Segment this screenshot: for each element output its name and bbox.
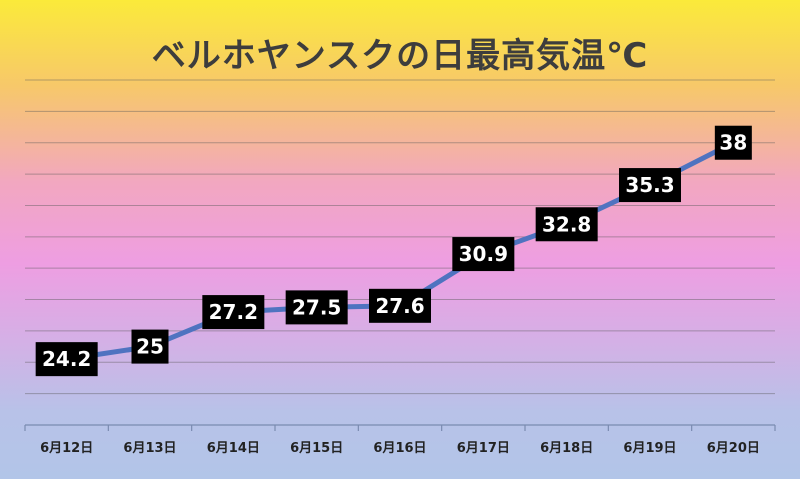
x-tick-label: 6月15日 <box>290 441 343 456</box>
data-label: 24.2 <box>42 347 91 371</box>
data-point: 24.2 <box>35 342 98 377</box>
data-label: 38 <box>719 131 747 155</box>
data-label-box <box>619 168 681 203</box>
data-label: 27.2 <box>209 300 258 324</box>
chart-title: ベルホヤンスクの日最高気温℃ <box>151 36 649 76</box>
data-label-box <box>285 290 348 325</box>
data-label-box <box>535 207 598 242</box>
data-label: 35.3 <box>625 173 674 197</box>
data-point: 30.9 <box>452 237 515 272</box>
data-point: 25 <box>131 329 169 364</box>
data-label: 25 <box>136 335 164 359</box>
x-tick-label: 6月14日 <box>207 441 260 456</box>
data-label-box <box>131 329 169 364</box>
data-point: 27.2 <box>202 295 265 330</box>
data-label: 27.6 <box>375 294 424 318</box>
data-label-box <box>714 125 752 160</box>
data-label: 30.9 <box>459 242 508 266</box>
x-tick-label: 6月18日 <box>540 441 593 456</box>
x-tick-label: 6月13日 <box>123 441 176 456</box>
data-point: 27.6 <box>369 288 431 323</box>
data-label-box <box>202 295 265 330</box>
data-label-box <box>35 342 98 377</box>
data-point: 35.3 <box>619 168 681 203</box>
data-label: 32.8 <box>542 212 591 236</box>
data-point: 32.8 <box>535 207 598 242</box>
x-tick-label: 6月17日 <box>457 441 510 456</box>
x-tick-label: 6月20日 <box>707 441 760 456</box>
data-label-box <box>369 288 431 323</box>
data-point: 38 <box>714 125 752 160</box>
x-tick-label: 6月12日 <box>40 441 93 456</box>
x-tick-label: 6月16日 <box>373 441 426 456</box>
data-point: 27.5 <box>285 290 348 325</box>
x-tick-label: 6月19日 <box>623 441 676 456</box>
data-label-box <box>452 237 515 272</box>
data-label: 27.5 <box>292 295 341 319</box>
